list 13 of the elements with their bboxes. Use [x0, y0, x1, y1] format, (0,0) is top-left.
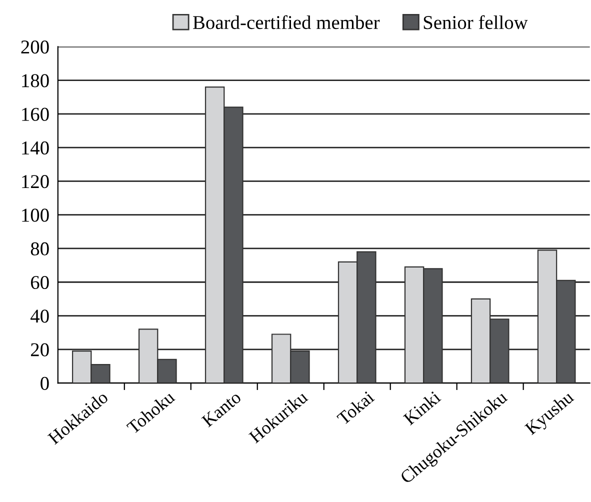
y-tick-label: 0 [40, 376, 49, 390]
y-tick-label: 80 [30, 242, 49, 256]
legend-label: Senior fellow [424, 15, 528, 30]
y-tick-label: 60 [30, 276, 49, 290]
y-tick-label: 20 [30, 343, 49, 356]
y-tick-label: 140 [22, 141, 49, 155]
y-tick-label: 100 [22, 208, 49, 222]
y-tick-label: 160 [22, 108, 49, 121]
y-tick-label: 120 [22, 175, 49, 188]
legend-label: Board-certified member [193, 15, 380, 30]
y-tick-label: 40 [30, 310, 49, 323]
y-tick-label: 180 [22, 74, 49, 88]
y-tick-label: 200 [21, 40, 49, 54]
